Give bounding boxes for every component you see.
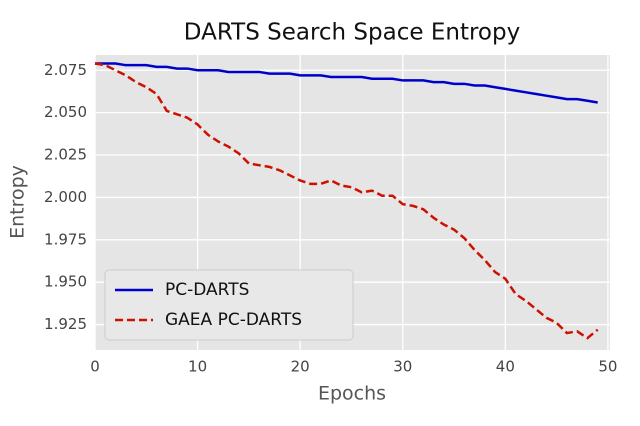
legend-label: PC-DARTS [165, 280, 249, 300]
x-tick-label: 40 [496, 358, 515, 376]
y-tick-label: 2.075 [44, 61, 87, 79]
x-tick-label: 0 [90, 358, 100, 376]
x-tick-label: 50 [598, 358, 617, 376]
y-tick-label: 2.025 [44, 146, 87, 164]
x-tick-label: 10 [188, 358, 207, 376]
x-axis-label: Epochs [318, 383, 386, 405]
x-tick-label: 20 [291, 358, 310, 376]
legend-box [104, 269, 354, 341]
y-tick-label: 2.050 [44, 103, 87, 121]
y-tick-label: 1.975 [44, 230, 87, 248]
y-tick-label: 2.000 [44, 188, 87, 206]
chart-title: DARTS Search Space Entropy [184, 20, 520, 46]
y-tick-label: 1.950 [44, 273, 87, 291]
x-tick-label: 30 [393, 358, 412, 376]
y-axis-label: Entropy [7, 165, 29, 239]
series-line [94, 62, 599, 340]
legend-label: GAEA PC-DARTS [165, 310, 302, 330]
y-tick-label: 1.925 [44, 315, 87, 333]
series-line [95, 62, 598, 104]
